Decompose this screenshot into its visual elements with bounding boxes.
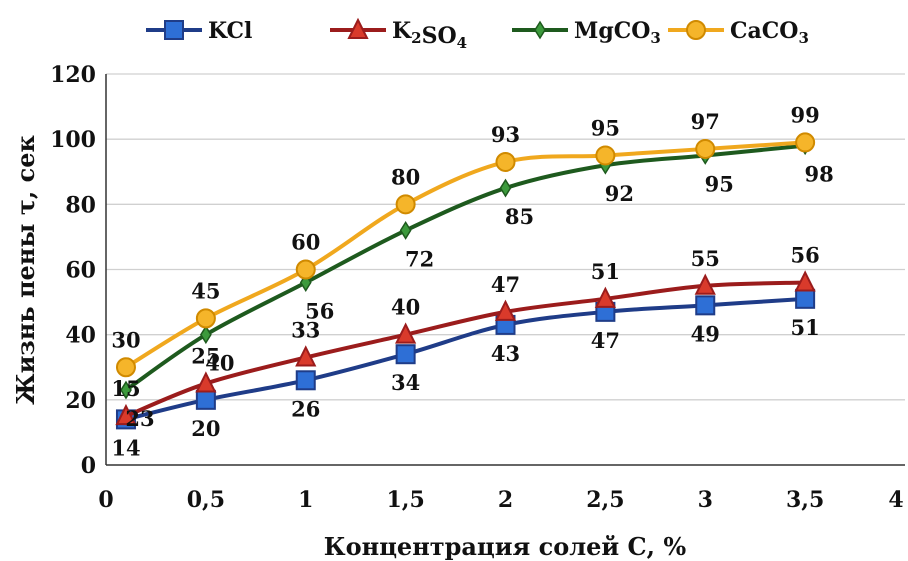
data-label-mgco3: 95 bbox=[705, 171, 734, 196]
x-tick-label: 0 bbox=[98, 487, 113, 513]
data-point-caco3 bbox=[495, 151, 516, 172]
data-label-caco3: 97 bbox=[691, 109, 720, 134]
data-point-caco3 bbox=[795, 132, 816, 153]
legend-item-mgco3: MgCO3 bbox=[512, 18, 661, 47]
y-tick-label: 120 bbox=[50, 62, 96, 88]
grid-lines bbox=[106, 73, 905, 401]
data-point-k2so4 bbox=[794, 270, 816, 292]
legend-item-k2so4: K2SO4 bbox=[330, 17, 467, 52]
data-point-mgco3 bbox=[499, 178, 512, 198]
data-label-mgco3: 56 bbox=[305, 299, 334, 324]
y-tick-label: 60 bbox=[65, 258, 96, 284]
data-point-k2so4 bbox=[594, 286, 616, 308]
data-point-kcl bbox=[395, 344, 416, 365]
y-axis-title: Жизнь пены τ, сек bbox=[11, 134, 40, 404]
data-point-caco3 bbox=[395, 194, 416, 215]
data-point-k2so4 bbox=[295, 345, 317, 367]
x-tick-label: 4 bbox=[888, 487, 903, 513]
data-label-kcl: 14 bbox=[111, 435, 140, 460]
data-point-caco3 bbox=[115, 357, 136, 378]
data-label-k2so4: 25 bbox=[191, 344, 220, 369]
data-labels: 14 20 26 34 43 47 49 51 15 25 33 40 47 51 55 56 23 40 56 72… bbox=[111, 102, 833, 460]
legend-label-kcl: KCl bbox=[208, 18, 252, 44]
legend: KCl K2SO4 MgCO3 CaCO3 bbox=[146, 17, 809, 52]
series-group bbox=[115, 132, 816, 430]
data-label-k2so4: 47 bbox=[491, 272, 520, 297]
data-label-kcl: 20 bbox=[191, 416, 220, 441]
y-tick-label: 100 bbox=[50, 127, 96, 153]
data-label-mgco3: 85 bbox=[505, 204, 534, 229]
legend-label-k2so4: K2SO4 bbox=[392, 18, 467, 52]
series-caco3 bbox=[115, 132, 816, 378]
y-tick-label: 20 bbox=[65, 388, 96, 414]
data-label-mgco3: 40 bbox=[205, 351, 234, 376]
data-point-kcl bbox=[695, 295, 716, 316]
legend-marker-kcl bbox=[164, 20, 184, 40]
y-tick-label: 80 bbox=[65, 192, 96, 218]
data-label-caco3: 93 bbox=[491, 122, 520, 147]
data-point-k2so4 bbox=[494, 299, 517, 321]
y-tick-label: 0 bbox=[81, 453, 96, 479]
data-label-caco3: 60 bbox=[291, 230, 320, 255]
legend-item-kcl: KCl bbox=[146, 18, 252, 44]
data-label-mgco3: 92 bbox=[605, 181, 634, 206]
data-label-k2so4: 40 bbox=[391, 295, 420, 320]
data-label-k2so4: 55 bbox=[691, 246, 720, 271]
data-point-kcl bbox=[795, 288, 816, 309]
data-label-mgco3: 23 bbox=[125, 406, 154, 431]
data-label-kcl: 43 bbox=[491, 341, 520, 366]
data-point-caco3 bbox=[595, 145, 616, 166]
data-point-k2so4 bbox=[694, 273, 716, 295]
data-label-caco3: 30 bbox=[111, 327, 140, 352]
x-tick-label: 1,5 bbox=[386, 487, 424, 513]
legend-item-caco3: CaCO3 bbox=[668, 18, 809, 47]
data-label-mgco3: 98 bbox=[805, 162, 834, 187]
data-label-kcl: 34 bbox=[391, 370, 420, 395]
data-point-caco3 bbox=[195, 308, 216, 329]
data-label-k2so4: 56 bbox=[791, 243, 820, 268]
axes: 0 20 40 60 80 100 120 0 0,5 1 1,5 2 2,5 3 3,5 4 bbox=[50, 62, 905, 513]
data-point-mgco3 bbox=[120, 380, 132, 400]
x-tick-label: 2,5 bbox=[586, 487, 624, 513]
data-label-kcl: 26 bbox=[291, 396, 320, 421]
data-point-caco3 bbox=[295, 259, 316, 280]
data-point-k2so4 bbox=[115, 403, 137, 426]
data-label-kcl: 51 bbox=[791, 315, 820, 340]
series-line-k2so4 bbox=[125, 280, 806, 418]
legend-marker-k2so4 bbox=[347, 17, 369, 39]
data-point-mgco3 bbox=[399, 220, 412, 240]
x-tick-label: 3,5 bbox=[786, 487, 824, 513]
data-label-k2so4: 15 bbox=[111, 376, 140, 401]
data-label-caco3: 99 bbox=[791, 102, 820, 127]
legend-marker-mgco3 bbox=[534, 20, 546, 40]
data-label-k2so4: 51 bbox=[591, 259, 620, 284]
y-tick-label: 40 bbox=[65, 323, 96, 349]
x-tick-label: 0,5 bbox=[187, 487, 225, 513]
series-k2so4 bbox=[115, 270, 816, 426]
x-tick-label: 2 bbox=[498, 487, 513, 513]
x-axis-title: Концентрация солей С, % bbox=[324, 532, 687, 561]
data-point-caco3 bbox=[695, 138, 716, 159]
data-point-k2so4 bbox=[195, 371, 217, 393]
data-label-kcl: 49 bbox=[691, 321, 720, 346]
legend-marker-caco3 bbox=[686, 20, 706, 40]
legend-label-caco3: CaCO3 bbox=[730, 18, 809, 47]
data-label-k2so4: 33 bbox=[291, 317, 320, 342]
data-label-caco3: 80 bbox=[391, 164, 420, 189]
data-label-caco3: 45 bbox=[191, 278, 220, 303]
series-line-mgco3 bbox=[124, 143, 806, 392]
data-point-kcl bbox=[295, 370, 316, 391]
data-point-k2so4 bbox=[395, 322, 417, 344]
data-label-mgco3: 72 bbox=[405, 246, 434, 271]
legend-label-mgco3: MgCO3 bbox=[574, 18, 661, 47]
data-label-kcl: 47 bbox=[591, 328, 620, 353]
x-tick-label: 1 bbox=[298, 487, 313, 513]
x-tick-label: 3 bbox=[698, 487, 713, 513]
data-label-caco3: 95 bbox=[591, 115, 620, 140]
data-point-mgco3 bbox=[199, 325, 212, 345]
data-point-kcl bbox=[195, 389, 216, 410]
